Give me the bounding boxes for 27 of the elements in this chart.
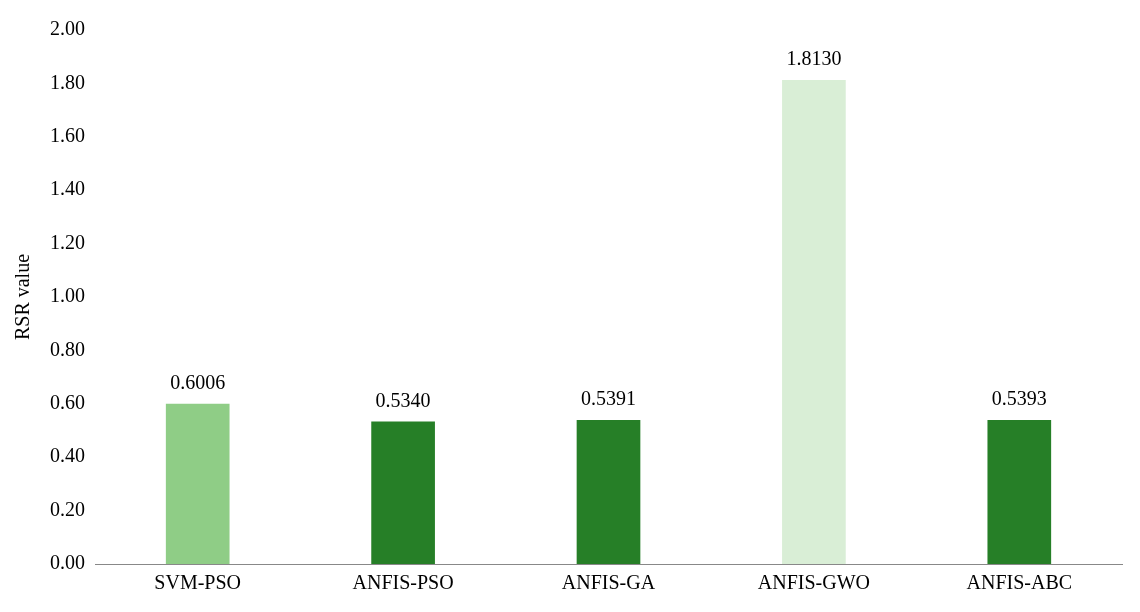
bar xyxy=(782,79,846,564)
data-label: 0.6006 xyxy=(170,370,226,393)
y-tick-label: 1.00 xyxy=(50,284,85,307)
y-tick-label: 2.00 xyxy=(50,17,85,40)
y-axis-title: RSR value xyxy=(11,253,34,341)
y-tick-label: 0.40 xyxy=(50,444,85,467)
y-tick-label: 1.20 xyxy=(50,230,85,253)
x-tick-label: ANFIS-GA xyxy=(561,571,656,594)
x-tick-label: ANFIS-PSO xyxy=(352,571,454,594)
x-tick-label: ANFIS-ABC xyxy=(966,571,1073,594)
x-tick-label: ANFIS-GWO xyxy=(757,571,871,594)
y-tick-label: 0.80 xyxy=(50,337,85,360)
x-tick-label: SVM-PSO xyxy=(154,571,242,594)
y-tick-label: 0.20 xyxy=(50,497,85,520)
y-tick-label: 0.60 xyxy=(50,391,85,414)
data-label: 1.8130 xyxy=(786,47,842,70)
bar xyxy=(576,420,641,564)
data-label: 0.5393 xyxy=(991,387,1047,410)
data-label: 0.5391 xyxy=(581,387,636,410)
y-tick-label: 0.00 xyxy=(50,551,85,574)
y-tick-label: 1.60 xyxy=(50,124,85,147)
bar xyxy=(371,421,435,564)
bar xyxy=(987,420,1052,564)
y-tick-label: 1.40 xyxy=(50,177,85,200)
data-label: 0.5340 xyxy=(375,388,431,411)
y-tick-label: 1.80 xyxy=(50,70,85,93)
bar xyxy=(165,403,230,564)
